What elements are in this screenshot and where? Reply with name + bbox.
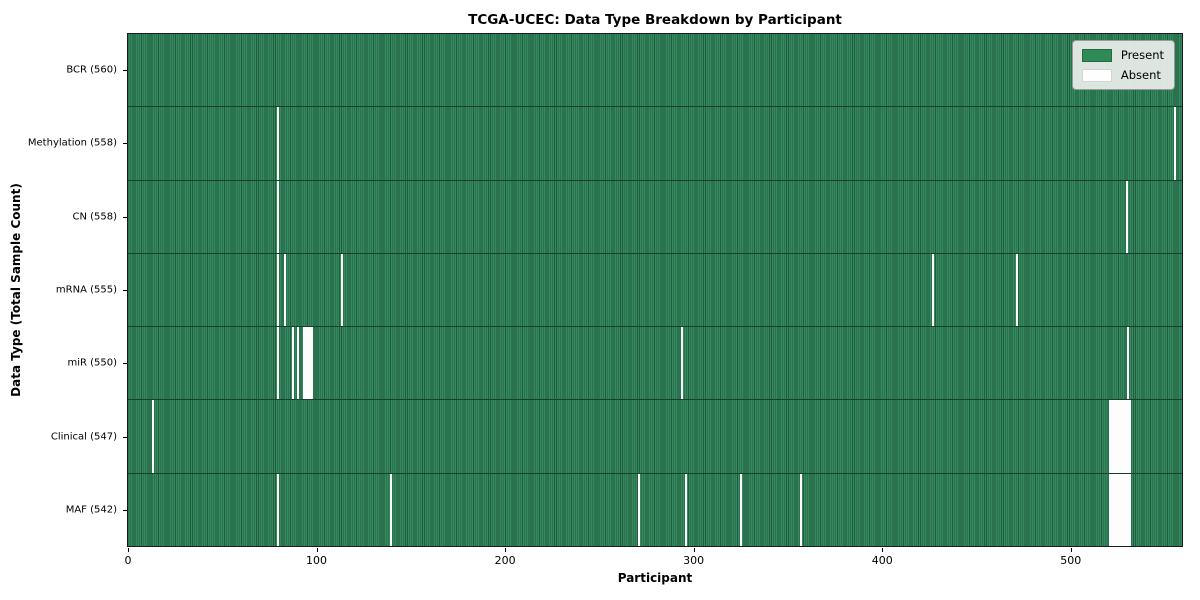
absent-stripe <box>304 327 307 400</box>
legend-absent-swatch <box>1081 68 1112 82</box>
absent-stripe <box>1110 473 1113 546</box>
y-tick-label: BCR (560) <box>66 64 117 76</box>
absent-stripe <box>1116 400 1119 473</box>
heatmap-row <box>128 252 1182 327</box>
absent-stripe <box>931 253 934 327</box>
absent-stripe <box>276 253 279 327</box>
y-tick-label: CN (558) <box>72 211 117 223</box>
y-tick-mark <box>123 290 127 291</box>
y-tick-label: Clinical (547) <box>50 431 117 443</box>
y-tick-mark <box>123 510 127 512</box>
x-tick-mark <box>1070 548 1072 552</box>
absent-stripe <box>1119 400 1122 473</box>
absent-stripe <box>1129 400 1132 473</box>
absent-stripe <box>1121 400 1124 473</box>
chart-title: TCGA-UCEC: Data Type Breakdown by Partic… <box>468 12 842 28</box>
absent-stripe <box>1125 180 1128 253</box>
absent-stripe <box>685 473 688 546</box>
absent-stripe <box>638 473 641 546</box>
x-tick-label: 0 <box>124 554 132 567</box>
absent-stripe <box>297 327 300 400</box>
absent-stripe <box>340 253 343 327</box>
heatmap-row <box>128 34 1182 107</box>
absent-stripe <box>1125 400 1128 473</box>
absent-stripe <box>1118 473 1120 546</box>
absent-stripe <box>1121 473 1124 546</box>
y-axis-labels: BCR (560) Methylation (558) CN (558) mRNA (… <box>0 33 127 547</box>
absent-stripe <box>310 327 313 400</box>
legend-item-present: Present <box>1081 48 1164 62</box>
absent-stripe <box>1123 400 1126 473</box>
absent-stripe <box>799 473 802 546</box>
absent-stripe <box>1119 473 1122 546</box>
absent-stripe <box>739 473 742 546</box>
y-tick-label: miR (550) <box>67 357 117 369</box>
absent-stripe <box>1125 473 1128 546</box>
legend-absent-label: Absent <box>1120 68 1161 82</box>
absent-stripe <box>389 473 392 546</box>
absent-stripe <box>308 327 311 400</box>
y-tick-mark <box>123 69 127 71</box>
absent-stripe <box>1114 473 1117 546</box>
x-tick-mark <box>693 548 695 552</box>
x-tick-label: 100 <box>306 554 327 567</box>
absent-stripe <box>1110 400 1113 473</box>
absent-stripe <box>1127 327 1130 400</box>
x-tick-label: 500 <box>1060 554 1082 567</box>
legend-present-label: Present <box>1120 48 1164 62</box>
absent-stripe <box>1127 400 1130 473</box>
x-tick-mark <box>882 548 884 552</box>
absent-stripe <box>1108 473 1111 546</box>
absent-stripe <box>1108 400 1111 473</box>
x-tick-mark <box>505 548 507 552</box>
absent-stripe <box>276 180 279 253</box>
x-axis-labels: 0 100 200 300 400 500 <box>124 547 1183 571</box>
heatmap-row <box>128 399 1182 473</box>
absent-stripe <box>303 327 306 400</box>
y-tick-label: mRNA (555) <box>55 284 117 296</box>
absent-stripe <box>276 473 279 546</box>
absent-stripe <box>1112 400 1115 473</box>
x-tick-label: 400 <box>871 554 893 567</box>
heatmap-row <box>128 326 1182 400</box>
absent-stripe <box>1116 473 1119 546</box>
heatmap-row <box>128 106 1182 180</box>
y-tick-label: MAF (542) <box>65 504 117 516</box>
absent-stripe <box>1112 473 1115 546</box>
plot-area: Present Absent <box>127 33 1183 547</box>
absent-stripe <box>1174 107 1177 180</box>
y-tick-mark <box>123 436 127 438</box>
absent-stripe <box>681 327 684 400</box>
x-tick-mark <box>316 548 318 552</box>
legend-item-absent: Absent <box>1081 68 1164 82</box>
x-axis-title: Participant <box>617 571 693 585</box>
heatmap-row <box>128 179 1182 253</box>
legend-present-swatch <box>1081 48 1112 62</box>
x-tick-label: 200 <box>494 554 516 567</box>
absent-stripe <box>1127 473 1130 546</box>
absent-stripe <box>276 327 279 400</box>
y-tick-mark <box>123 143 127 145</box>
absent-stripe <box>284 253 287 327</box>
y-tick-mark <box>123 216 127 218</box>
x-tick-mark <box>127 548 129 552</box>
absent-stripe <box>1114 400 1117 473</box>
absent-stripe <box>1129 473 1132 546</box>
absent-stripe <box>1123 473 1126 546</box>
absent-stripe <box>291 327 294 400</box>
absent-stripe <box>1016 253 1019 327</box>
legend: Present Absent <box>1071 40 1175 90</box>
absent-stripe <box>306 327 309 400</box>
absent-stripe <box>152 400 155 473</box>
y-tick-label: Methylation (558) <box>27 137 117 149</box>
heatmap-row <box>128 472 1182 546</box>
absent-stripe <box>1118 400 1120 473</box>
y-tick-mark <box>123 363 127 365</box>
x-tick-label: 300 <box>683 554 705 567</box>
absent-stripe <box>276 107 279 180</box>
